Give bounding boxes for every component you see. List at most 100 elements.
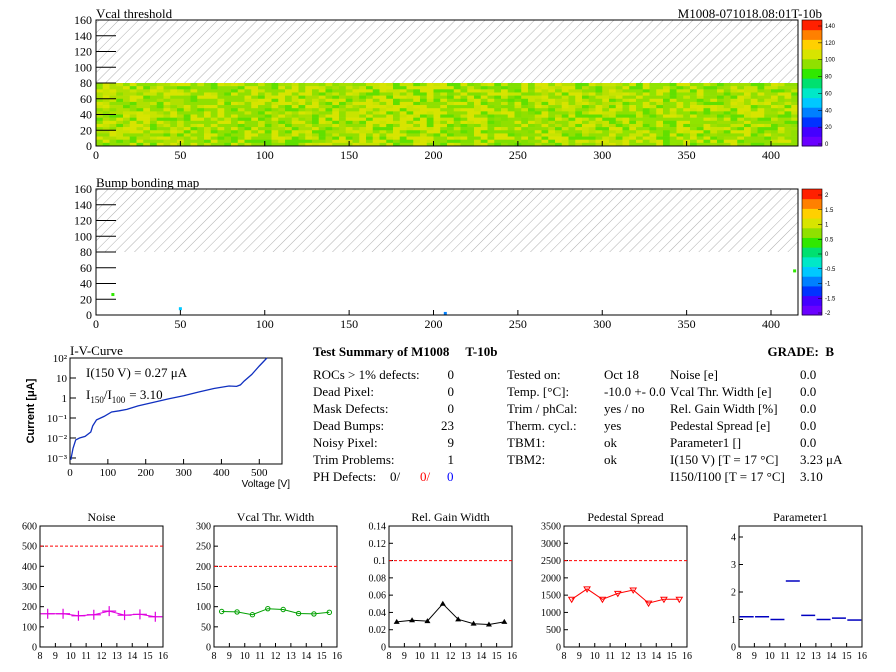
map-cell xyxy=(237,136,245,140)
x-tick-label: 15 xyxy=(842,651,852,662)
map-cell xyxy=(305,98,313,103)
map-cell xyxy=(183,133,191,137)
map-cell xyxy=(136,117,144,122)
map-cell xyxy=(744,130,752,134)
map-cell xyxy=(690,120,698,125)
map-cell xyxy=(204,133,212,137)
map-cell xyxy=(129,133,137,137)
map-cell xyxy=(386,120,394,125)
map-cell xyxy=(561,127,569,131)
map-cell xyxy=(136,142,144,147)
map-cell xyxy=(771,142,779,147)
map-cell xyxy=(177,86,185,90)
map-cell xyxy=(683,133,691,137)
map-cell xyxy=(123,92,131,96)
map-cell xyxy=(143,123,151,128)
map-cell xyxy=(764,123,772,128)
map-cell xyxy=(318,127,326,131)
map-cell xyxy=(352,98,360,103)
map-cell xyxy=(278,120,286,125)
map-cell xyxy=(413,139,421,144)
map-cell xyxy=(528,130,536,134)
map-cell xyxy=(109,111,117,115)
map-cell xyxy=(433,136,441,140)
iv-y-tick-label: 10⁻² xyxy=(47,433,68,445)
map-cell xyxy=(696,133,704,137)
map-cell xyxy=(669,114,677,118)
map-cell xyxy=(264,117,272,122)
map-cell xyxy=(771,130,779,134)
map-cell xyxy=(413,127,421,131)
map-cell xyxy=(285,123,293,128)
map-cell xyxy=(251,114,259,118)
map-cell xyxy=(777,142,785,147)
summary-label: Dead Pixel: xyxy=(313,384,374,399)
x-tick-label: 400 xyxy=(762,148,780,162)
map-cell xyxy=(494,136,502,140)
map-cell xyxy=(521,101,529,106)
color-scale-label: 100 xyxy=(825,58,836,64)
map-cell xyxy=(251,111,259,115)
map-cell xyxy=(447,117,455,122)
color-scale-label: 2 xyxy=(825,193,829,199)
map-cell xyxy=(116,83,124,87)
summary-label: Pedestal Spread [e] xyxy=(670,418,770,433)
map-cell xyxy=(521,105,529,109)
map-cell xyxy=(690,117,698,122)
map-cell xyxy=(669,83,677,87)
map-cell xyxy=(663,86,671,90)
map-cell xyxy=(548,111,556,115)
map-cell xyxy=(777,114,785,118)
color-scale-step xyxy=(802,29,822,40)
map-hatch-area xyxy=(96,20,798,83)
summary-label: Mask Defects: xyxy=(313,401,388,416)
map-cell xyxy=(413,117,421,122)
map-cell xyxy=(433,133,441,137)
map-cell xyxy=(568,101,576,106)
map-cell xyxy=(298,136,306,140)
map-cell xyxy=(534,123,542,128)
map-cell xyxy=(615,114,623,118)
map-cell xyxy=(204,111,212,115)
map-cell xyxy=(420,92,428,96)
map-cell xyxy=(96,136,104,140)
map-cell xyxy=(366,98,374,103)
map-cell xyxy=(629,92,637,96)
map-cell xyxy=(507,136,515,140)
map-cell xyxy=(474,83,482,87)
map-cell xyxy=(285,117,293,122)
map-cell xyxy=(177,130,185,134)
map-cell xyxy=(622,127,630,131)
map-cell xyxy=(285,114,293,118)
map-cell xyxy=(453,89,461,93)
map-cell xyxy=(453,92,461,96)
map-cell xyxy=(123,142,131,147)
map-cell xyxy=(460,123,468,128)
map-cell xyxy=(345,101,353,106)
map-cell xyxy=(271,95,279,100)
map-cell xyxy=(467,127,475,131)
iv-x-tick-label: 300 xyxy=(175,467,192,479)
map-cell xyxy=(177,127,185,131)
map-cell xyxy=(710,130,718,134)
map-cell xyxy=(642,89,650,93)
map-cell xyxy=(723,86,731,90)
data-point xyxy=(470,620,477,626)
map-cell xyxy=(730,101,738,106)
map-cell xyxy=(717,95,725,100)
map-cell xyxy=(170,133,178,137)
map-cell xyxy=(595,117,603,122)
map-cell xyxy=(784,127,792,131)
map-cell xyxy=(717,127,725,131)
map-cell xyxy=(325,86,333,90)
color-scale-step xyxy=(802,198,822,209)
map-cell xyxy=(609,86,617,90)
color-scale-label: 0 xyxy=(825,252,829,258)
map-cell xyxy=(204,117,212,122)
map-cell xyxy=(602,105,610,109)
map-cell xyxy=(278,108,286,112)
map-cell xyxy=(129,127,137,131)
map-cell xyxy=(312,123,320,128)
map-cell xyxy=(575,136,583,140)
map-cell xyxy=(615,101,623,106)
